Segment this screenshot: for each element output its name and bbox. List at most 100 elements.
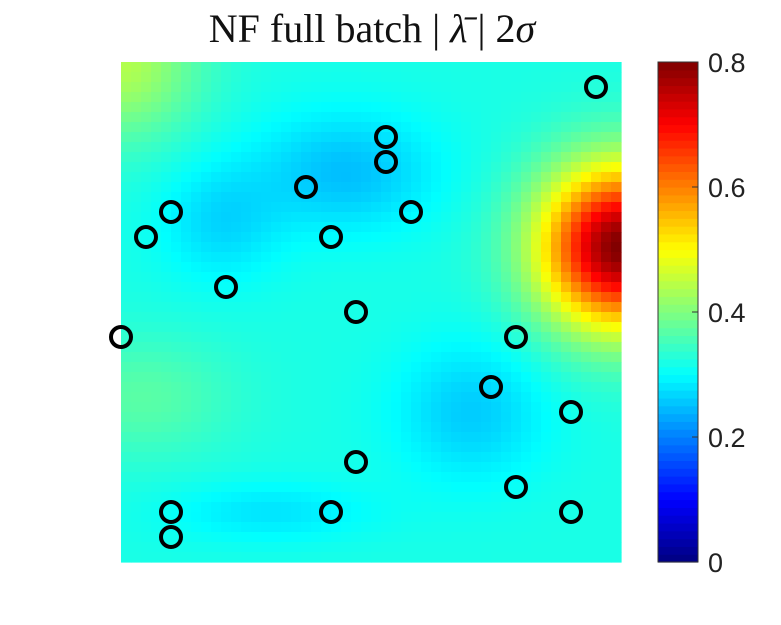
heatmap-cell — [591, 322, 602, 333]
heatmap-cell — [601, 402, 612, 413]
heatmap-cell — [201, 222, 212, 233]
heatmap-cell — [511, 82, 522, 93]
heatmap-cell — [551, 272, 562, 283]
heatmap-cell — [371, 242, 382, 253]
heatmap-cell — [441, 272, 452, 283]
heatmap-cell — [171, 162, 182, 173]
heatmap-cell — [341, 232, 352, 243]
heatmap-cell — [221, 192, 232, 203]
heatmap-cell — [421, 482, 432, 493]
heatmap-cell — [471, 452, 482, 463]
heatmap-cell — [281, 152, 292, 163]
heatmap-cell — [471, 502, 482, 513]
heatmap-cell — [201, 452, 212, 463]
heatmap-cell — [271, 502, 282, 513]
heatmap-cell — [191, 502, 202, 513]
heatmap-cell — [441, 282, 452, 293]
heatmap-cell — [571, 122, 582, 133]
heatmap-cell — [141, 182, 152, 193]
heatmap-cell — [271, 362, 282, 373]
heatmap-cell — [391, 522, 402, 533]
heatmap-cell — [461, 352, 472, 363]
heatmap-cell — [511, 122, 522, 133]
heatmap-cell — [291, 102, 302, 113]
heatmap-cell — [431, 552, 442, 563]
heatmap-cell — [271, 172, 282, 183]
heatmap-cell — [581, 182, 592, 193]
heatmap-cell — [511, 432, 522, 443]
heatmap-cell — [571, 232, 582, 243]
heatmap-cell — [381, 372, 392, 383]
heatmap-cell — [171, 332, 182, 343]
heatmap-cell — [581, 242, 592, 253]
heatmap-cell — [591, 82, 602, 93]
heatmap-cell — [191, 402, 202, 413]
heatmap-cell — [251, 462, 262, 473]
heatmap-cell — [231, 172, 242, 183]
heatmap-cell — [361, 492, 372, 503]
heatmap-cell — [301, 362, 312, 373]
heatmap-cell — [211, 112, 222, 123]
heatmap-cell — [411, 122, 422, 133]
heatmap-cell — [371, 292, 382, 303]
heatmap-cell — [431, 522, 442, 533]
heatmap-cell — [171, 152, 182, 163]
heatmap-cell — [541, 342, 552, 353]
heatmap-cell — [531, 462, 542, 473]
heatmap-cell — [251, 372, 262, 383]
heatmap-cell — [481, 502, 492, 513]
heatmap-cell — [241, 382, 252, 393]
heatmap-cell — [211, 142, 222, 153]
heatmap-cell — [421, 532, 432, 543]
heatmap-cell — [601, 292, 612, 303]
heatmap-cell — [161, 512, 172, 523]
heatmap-cell — [151, 222, 162, 233]
heatmap-cell — [591, 402, 602, 413]
heatmap-cell — [251, 412, 262, 423]
heatmap-cell — [391, 222, 402, 233]
heatmap-cell — [501, 512, 512, 523]
heatmap-cell — [281, 472, 292, 483]
heatmap-cell — [171, 272, 182, 283]
heatmap-cell — [531, 82, 542, 93]
heatmap-cell — [251, 382, 262, 393]
heatmap-cell — [441, 242, 452, 253]
heatmap-cell — [161, 552, 172, 563]
heatmap-cell — [211, 452, 222, 463]
heatmap-cell — [491, 522, 502, 533]
heatmap-cell — [321, 492, 332, 503]
heatmap-cell — [551, 542, 562, 553]
heatmap-cell — [581, 132, 592, 143]
heatmap-cell — [341, 272, 352, 283]
heatmap-cell — [301, 472, 312, 483]
heatmap-cell — [221, 352, 232, 363]
heatmap-cell — [571, 412, 582, 423]
heatmap-cell — [311, 442, 322, 453]
heatmap-cell — [561, 312, 572, 323]
heatmap-cell — [151, 392, 162, 403]
heatmap-cell — [301, 242, 312, 253]
heatmap-cell — [241, 212, 252, 223]
heatmap-cell — [611, 462, 622, 473]
heatmap-cell — [521, 62, 532, 73]
heatmap-cell — [231, 512, 242, 523]
heatmap-cell — [411, 212, 422, 223]
heatmap-cell — [301, 462, 312, 473]
heatmap-cell — [341, 152, 352, 163]
heatmap-cell — [211, 122, 222, 133]
heatmap-cell — [291, 122, 302, 133]
heatmap-cell — [571, 92, 582, 103]
heatmap-cell — [301, 402, 312, 413]
heatmap-cell — [591, 452, 602, 463]
heatmap-cell — [431, 452, 442, 463]
heatmap-cell — [321, 262, 332, 273]
heatmap-cell — [211, 332, 222, 343]
colorbar-segment — [658, 265, 698, 274]
heatmap-cell — [531, 212, 542, 223]
heatmap-cell — [461, 152, 472, 163]
heatmap-cell — [471, 362, 482, 373]
heatmap-cell — [431, 262, 442, 273]
heatmap-cell — [281, 142, 292, 153]
heatmap-cell — [251, 392, 262, 403]
heatmap-cell — [511, 442, 522, 453]
